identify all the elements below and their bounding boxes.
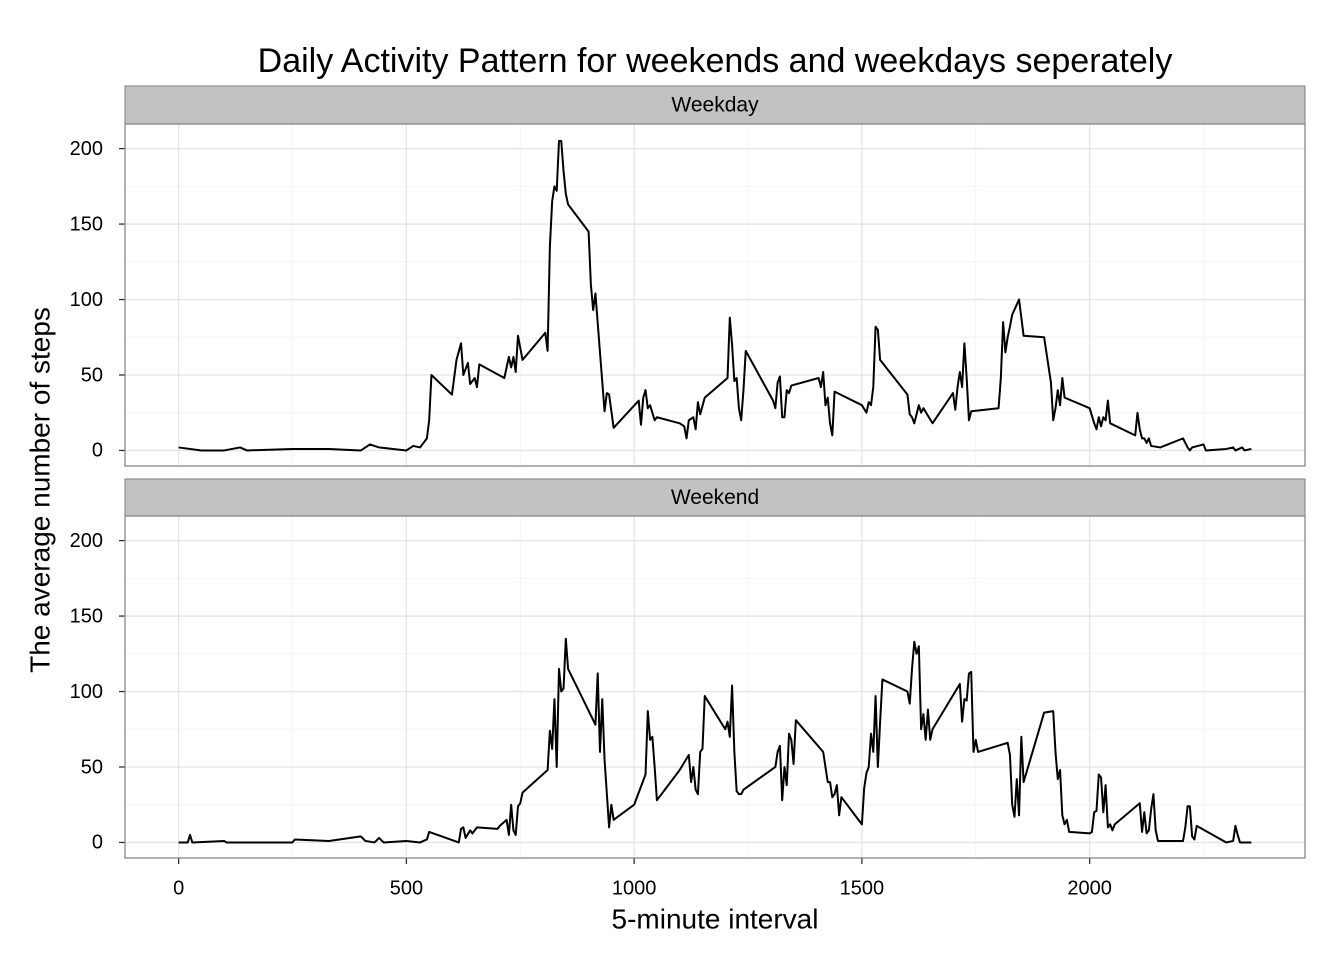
panel-border [124,123,1306,467]
y-tick-label: 150 [70,605,103,627]
y-tick-label: 50 [81,756,103,778]
strip [124,85,1306,125]
y-tick-label: 200 [70,138,103,160]
x-axis-label: 5-minute interval [612,903,819,934]
panel-border [124,515,1306,859]
strip [124,478,1306,517]
y-tick-label: 0 [92,440,103,462]
panel-background [125,124,1305,466]
y-tick-label: 100 [70,681,103,703]
y-tick-label: 150 [70,213,103,235]
y-tick-label: 50 [81,364,103,386]
y-axis-label: The average number of steps [24,307,55,673]
strip-label: Weekend [671,486,759,509]
x-tick-label: 1000 [612,877,657,899]
chart-title: Daily Activity Pattern for weekends and … [258,42,1173,80]
x-tick-label: 1500 [840,877,885,899]
y-tick-label: 0 [92,832,103,854]
y-tick-label: 100 [70,289,103,311]
x-tick-label: 500 [390,877,423,899]
strip-label: Weekday [671,94,759,117]
x-tick-label: 0 [173,877,184,899]
x-tick-label: 2000 [1067,877,1112,899]
y-tick-label: 200 [70,530,103,552]
data-line [178,140,1252,452]
panel-background [125,516,1305,858]
data-line [178,637,1252,844]
